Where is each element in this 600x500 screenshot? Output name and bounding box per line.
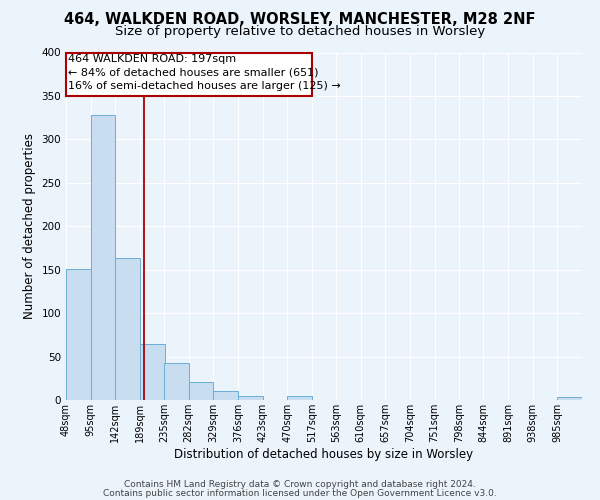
Text: 464 WALKDEN ROAD: 197sqm
← 84% of detached houses are smaller (651)
16% of semi-: 464 WALKDEN ROAD: 197sqm ← 84% of detach… [68,54,340,90]
Bar [164,362,189,400]
Bar [115,258,140,400]
Bar [238,396,263,400]
Y-axis label: Number of detached properties: Number of detached properties [23,133,36,320]
Text: Contains HM Land Registry data © Crown copyright and database right 2024.: Contains HM Land Registry data © Crown c… [124,480,476,489]
Text: Contains public sector information licensed under the Open Government Licence v3: Contains public sector information licen… [103,488,497,498]
Bar [91,115,115,400]
Bar [140,344,164,400]
Bar [189,382,214,400]
Bar [66,269,91,400]
Bar [557,398,582,400]
FancyBboxPatch shape [66,52,312,96]
Text: Size of property relative to detached houses in Worsley: Size of property relative to detached ho… [115,25,485,38]
Text: 464, WALKDEN ROAD, WORSLEY, MANCHESTER, M28 2NF: 464, WALKDEN ROAD, WORSLEY, MANCHESTER, … [64,12,536,28]
Bar [214,392,238,400]
Bar [287,396,312,400]
X-axis label: Distribution of detached houses by size in Worsley: Distribution of detached houses by size … [175,448,473,460]
